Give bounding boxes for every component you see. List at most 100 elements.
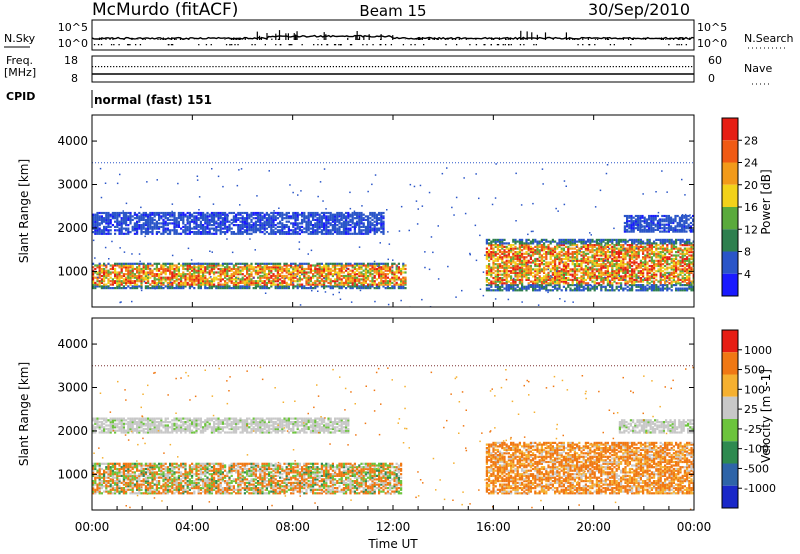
range-cell (613, 249, 616, 252)
range-cell (578, 249, 581, 252)
range-cell (631, 242, 634, 245)
range-cell (334, 266, 337, 269)
range-cell (105, 283, 108, 286)
nave-point (675, 66, 678, 68)
range-cell (510, 271, 513, 274)
range-cell (538, 266, 541, 269)
range-cell (193, 211, 196, 215)
range-cell (164, 262, 167, 265)
range-cell (224, 231, 227, 234)
range-cell (367, 278, 370, 281)
range-cell (276, 278, 279, 281)
range-cell (547, 251, 550, 254)
range-cell (133, 287, 136, 290)
range-cell (294, 217, 297, 220)
range-cell (604, 278, 607, 281)
range-cell (296, 227, 299, 230)
range-cell (384, 278, 387, 281)
range-cell (318, 267, 321, 271)
range-cell (510, 275, 513, 278)
range-cell (558, 254, 561, 257)
range-cell (395, 269, 398, 272)
range-cell (195, 278, 198, 281)
range-cell (230, 278, 233, 281)
range-cell (529, 257, 532, 261)
range-cell (360, 273, 363, 276)
range-cell (144, 232, 147, 235)
range-cell (604, 242, 607, 245)
range-cell (391, 285, 394, 288)
range-cell (263, 213, 266, 216)
range-cell (140, 287, 143, 290)
range-cell (188, 220, 191, 223)
range-cell (219, 220, 222, 223)
range-cell (637, 249, 640, 252)
range-cell (367, 285, 370, 288)
range-cell (617, 277, 620, 280)
range-cell (241, 232, 244, 235)
range-cell (94, 215, 97, 218)
nsearch-point (339, 44, 342, 46)
range-cell (191, 274, 194, 278)
range-cell (485, 271, 488, 274)
range-cell (631, 287, 634, 290)
range-cell (268, 218, 271, 221)
range-cell (382, 285, 385, 288)
range-cell (589, 261, 592, 264)
range-cell (261, 281, 264, 284)
range-cell (272, 211, 275, 215)
range-cell (336, 262, 339, 265)
range-cell (351, 266, 354, 269)
range-cell (133, 283, 136, 286)
range-cell (243, 229, 246, 232)
range-cell (160, 281, 163, 284)
range-cell (298, 283, 301, 286)
range-cell (180, 285, 183, 288)
range-cell (235, 271, 238, 274)
range-cell (611, 287, 614, 290)
range-cell (171, 283, 174, 286)
range-cell (270, 227, 273, 230)
range-cell (369, 264, 372, 267)
range-cell (518, 259, 521, 262)
range-cell (534, 289, 537, 292)
range-cell (318, 224, 321, 227)
range-cell (582, 238, 585, 241)
range-cell (182, 281, 185, 284)
range-cell (639, 277, 642, 280)
range-cell (312, 211, 315, 215)
range-cell (591, 270, 594, 273)
range-cell (514, 280, 517, 283)
range-cell (136, 271, 139, 274)
range-cell (160, 287, 163, 290)
range-cell (226, 273, 229, 276)
range-cell (600, 268, 603, 271)
range-cell (336, 231, 339, 234)
range-cell (547, 271, 550, 274)
range-cell (536, 259, 539, 262)
range-cell (521, 271, 524, 274)
range-cell (391, 269, 394, 272)
range-cell (569, 259, 572, 262)
range-cell (367, 225, 370, 228)
range-cell (252, 281, 255, 284)
range-cell (642, 270, 645, 273)
range-cell (598, 242, 601, 245)
range-cell (248, 222, 251, 225)
range-cell (246, 262, 249, 265)
range-cell (521, 278, 524, 281)
range-cell (164, 215, 167, 218)
range-cell (248, 269, 251, 272)
range-cell (554, 278, 557, 281)
range-cell (367, 227, 370, 230)
range-cell (518, 280, 521, 283)
nave-point (110, 66, 112, 68)
range-cell (571, 275, 574, 278)
range-cell (265, 222, 268, 225)
range-cell (580, 259, 583, 262)
range-cell (195, 222, 198, 225)
range-cell (622, 244, 625, 247)
range-cell (534, 252, 537, 255)
range-cell (166, 224, 169, 227)
range-cell (534, 278, 537, 281)
